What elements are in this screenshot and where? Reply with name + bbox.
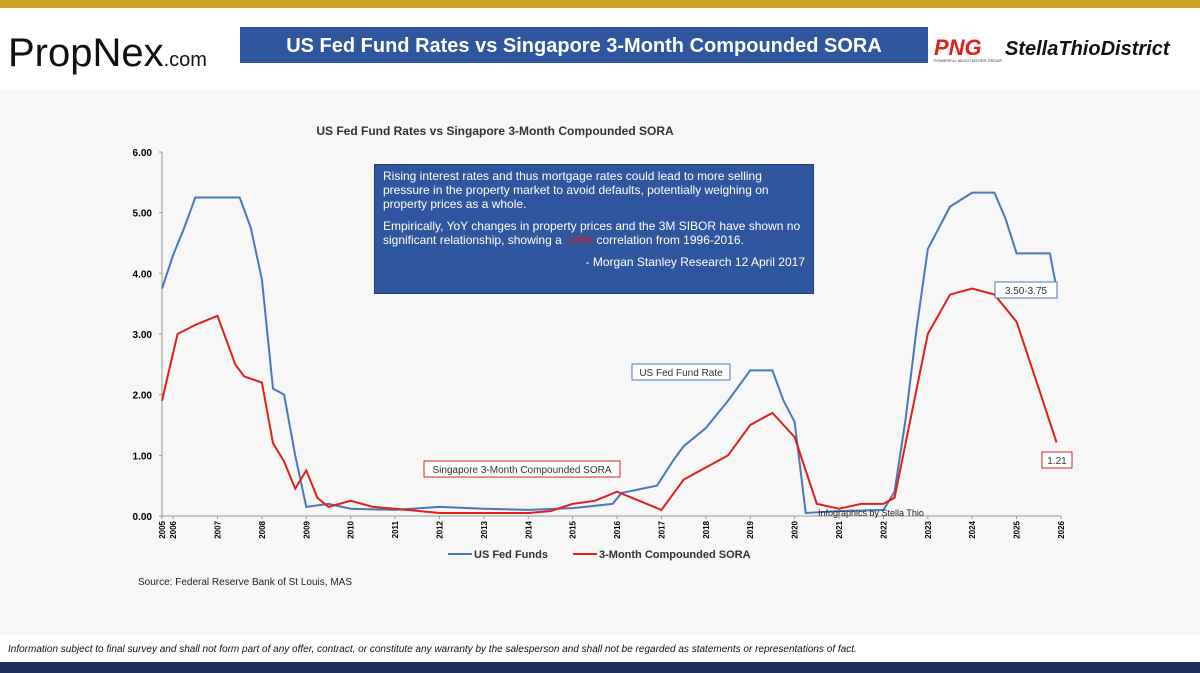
x-tick-label: 2007 xyxy=(213,520,222,538)
credit: Infographics by Stella Thio xyxy=(818,508,924,518)
chart-title: US Fed Fund Rates vs Singapore 3-Month C… xyxy=(316,124,674,138)
annotation-box xyxy=(423,460,621,478)
y-tick-label: 2.00 xyxy=(133,391,153,402)
annotation: US Fed Fund Rate xyxy=(639,368,723,379)
annotation: 1.21 xyxy=(1047,456,1067,467)
x-tick-label: 2010 xyxy=(347,520,356,538)
x-tick-label: 2008 xyxy=(258,520,267,538)
y-tick-label: 0.00 xyxy=(133,512,153,523)
x-tick-label: 2019 xyxy=(746,520,755,538)
x-tick-label: 2006 xyxy=(169,520,178,538)
annotation: 3.50-3.75 xyxy=(1005,286,1048,297)
banner xyxy=(240,27,928,63)
quote-highlight: -10% xyxy=(565,233,594,247)
x-tick-label: 2015 xyxy=(569,520,578,538)
x-tick-label: 2021 xyxy=(835,520,844,538)
y-tick-label: 5.00 xyxy=(133,209,153,220)
y-tick-label: 4.00 xyxy=(133,269,153,280)
annotation-box xyxy=(631,363,731,381)
logo-sub: POWERFUL NEGOTIATORS GROUP xyxy=(934,58,1002,63)
logo-right: StellaThioDistrict xyxy=(1005,38,1171,60)
legend-label: US Fed Funds xyxy=(474,549,548,561)
x-tick-label: 2011 xyxy=(391,520,400,538)
x-tick-label: 2014 xyxy=(524,520,533,538)
legend-label: 3-Month Compounded SORA xyxy=(599,549,751,561)
x-tick-label: 2017 xyxy=(657,520,666,538)
x-tick-label: 2024 xyxy=(968,520,977,538)
quote-text: Empirically, YoY changes in property pri… xyxy=(383,219,805,247)
logo-left: PropNex.com xyxy=(8,31,207,75)
x-tick-label: 2020 xyxy=(791,520,800,538)
bottom-bar xyxy=(0,662,1200,673)
x-tick-label: 2009 xyxy=(302,520,311,538)
x-tick-label: 2026 xyxy=(1057,520,1066,538)
y-tick-label: 3.00 xyxy=(133,330,153,341)
source: Source: Federal Reserve Bank of St Louis… xyxy=(138,577,352,588)
disclaimer: Information subject to final survey and … xyxy=(8,644,857,655)
annotation-box xyxy=(1041,451,1073,469)
logo-mark: PNG xyxy=(934,35,982,60)
x-tick-label: 2012 xyxy=(435,520,444,538)
top-bar xyxy=(0,0,1200,8)
annotation: Singapore 3-Month Compounded SORA xyxy=(433,465,612,476)
quote-text: Empirically, YoY changes in property pri… xyxy=(383,219,801,247)
x-tick-label: 2023 xyxy=(924,520,933,538)
quote-text: Rising interest rates and thus mortgage … xyxy=(383,169,769,211)
y-tick-label: 6.00 xyxy=(133,148,153,159)
x-tick-label: 2005 xyxy=(158,520,167,538)
plot: 0.00 1.00 2.00 3.00 4.00 5.00 6.00 2005 2006 2007… xyxy=(133,148,1073,561)
x-tick-label: 2016 xyxy=(613,520,622,538)
x-tick-label: 2013 xyxy=(480,520,489,538)
x-tick-label: 2025 xyxy=(1013,520,1022,538)
banner-title: US Fed Fund Rates vs Singapore 3-Month C… xyxy=(286,35,882,57)
line-series xyxy=(161,287,1058,514)
y-tick-label: 1.00 xyxy=(133,451,153,462)
quote-source: - Morgan Stanley Research 12 April 2017 xyxy=(585,255,805,269)
quote-box: Rising interest rates and thus mortgage … xyxy=(374,164,814,294)
quote-text: correlation from 1996-2016. xyxy=(596,233,744,247)
x-tick-label: 2018 xyxy=(702,520,711,538)
line-series xyxy=(161,191,1058,515)
annotation-box xyxy=(994,281,1058,299)
x-tick-label: 2022 xyxy=(879,520,888,538)
